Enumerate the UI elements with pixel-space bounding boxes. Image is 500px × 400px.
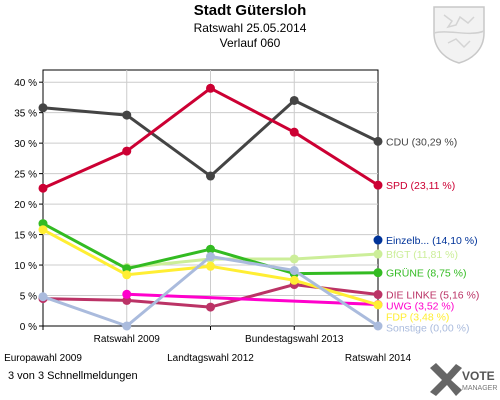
y-tick-label: 30 % bbox=[14, 139, 37, 150]
y-tick-label: 20 % bbox=[14, 200, 37, 211]
y-tick-label: 10 % bbox=[14, 261, 37, 272]
data-point bbox=[38, 292, 48, 302]
y-tick-label: 35 % bbox=[14, 109, 37, 120]
data-point bbox=[289, 127, 299, 137]
y-tick-label: 15 % bbox=[14, 231, 37, 242]
series-end-label: FDP (3,48 %) bbox=[386, 312, 449, 324]
chart-title: Stadt Gütersloh bbox=[193, 2, 307, 19]
data-point bbox=[373, 268, 383, 278]
data-point bbox=[38, 183, 48, 193]
data-point bbox=[206, 244, 215, 254]
series-end-label: CDU (30,29 %) bbox=[386, 136, 457, 148]
y-tick-label: 5 % bbox=[20, 292, 37, 303]
data-point bbox=[206, 302, 215, 312]
footer-text: 3 von 3 Schnellmeldungen bbox=[8, 370, 138, 382]
chart-subtitle: Ratswahl 25.05.2014 bbox=[193, 21, 307, 35]
logo-line-1: VOTE bbox=[462, 369, 495, 383]
y-tick-label: 25 % bbox=[14, 170, 37, 181]
series-end-label: SPD (23,11 %) bbox=[386, 180, 455, 192]
data-point bbox=[122, 110, 132, 120]
x-tick-label: Europawahl 2009 bbox=[4, 353, 82, 364]
series-end-label: UWG (3,52 %) bbox=[386, 301, 454, 313]
x-tick-label: Ratswahl 2014 bbox=[345, 353, 412, 364]
series-end-label: BfGT (11,81 %) bbox=[386, 249, 458, 261]
chart-subtitle-2: Verlauf 060 bbox=[219, 36, 281, 50]
y-tick-label: 0 % bbox=[20, 322, 37, 333]
data-point bbox=[373, 290, 383, 300]
ballot-x-icon bbox=[430, 363, 462, 396]
data-point bbox=[206, 261, 215, 271]
data-point bbox=[373, 321, 383, 331]
data-point bbox=[122, 270, 132, 280]
series-line-uwg bbox=[126, 292, 379, 306]
series-end-label: GRÜNE (8,75 %) bbox=[386, 268, 467, 280]
data-point bbox=[373, 136, 383, 146]
series-end-label: Sonstige (0,00 %) bbox=[386, 323, 469, 335]
x-tick-label: Ratswahl 2009 bbox=[94, 334, 161, 345]
data-point bbox=[206, 171, 215, 181]
data-point bbox=[206, 83, 215, 93]
logo-line-2: MANAGER bbox=[462, 385, 497, 392]
vote-manager-logo: VOTE MANAGER bbox=[430, 363, 497, 396]
coat-of-arms-icon bbox=[433, 6, 485, 64]
data-point bbox=[38, 103, 48, 113]
data-point bbox=[122, 289, 132, 299]
data-point bbox=[373, 300, 383, 310]
data-point bbox=[122, 146, 132, 156]
data-point bbox=[38, 225, 48, 235]
series-end-label: Einzelb... (14,10 %) bbox=[386, 235, 478, 247]
data-point bbox=[206, 252, 215, 262]
y-tick-label: 40 % bbox=[14, 78, 37, 89]
data-point bbox=[289, 266, 299, 276]
data-point bbox=[289, 95, 299, 105]
x-tick-label: Landtagswahl 2012 bbox=[167, 353, 254, 364]
data-point bbox=[289, 254, 299, 264]
data-point bbox=[373, 180, 383, 190]
series-end-label: DIE LINKE (5,16 %) bbox=[386, 290, 479, 302]
data-point bbox=[289, 275, 299, 285]
data-point bbox=[373, 235, 383, 245]
data-point bbox=[373, 249, 383, 259]
data-point bbox=[122, 321, 132, 331]
series-line-bfgt bbox=[126, 252, 379, 269]
x-tick-label: Bundestagswahl 2013 bbox=[245, 334, 344, 345]
